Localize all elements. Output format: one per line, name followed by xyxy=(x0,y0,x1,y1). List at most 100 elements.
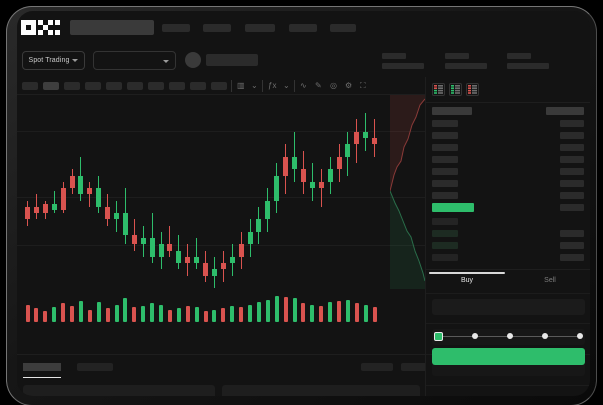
candle-body xyxy=(318,181,324,188)
magnet-icon[interactable]: ◎ xyxy=(330,81,337,90)
order-percent-slider[interactable] xyxy=(434,332,584,342)
order-price-field[interactable] xyxy=(432,299,585,315)
settings-gear-icon[interactable]: ⚙ xyxy=(345,81,353,90)
timeframe-button-10[interactable] xyxy=(211,82,227,90)
volume-bar xyxy=(105,308,110,322)
nav-item-5[interactable] xyxy=(330,24,356,32)
table-row[interactable] xyxy=(560,192,584,199)
chart-type-icon[interactable]: ▥ xyxy=(237,81,245,90)
tab-sell[interactable]: Sell xyxy=(544,277,556,284)
table-row[interactable] xyxy=(560,168,584,175)
table-row[interactable] xyxy=(432,192,458,199)
table-row[interactable] xyxy=(432,254,458,261)
timeframe-button-6[interactable] xyxy=(127,82,143,90)
timeframe-button-7[interactable] xyxy=(148,82,164,90)
tab-order-history[interactable] xyxy=(77,363,113,371)
volume-bar xyxy=(52,307,57,322)
nav-item-4[interactable] xyxy=(289,24,317,32)
tab-open-orders[interactable] xyxy=(23,363,61,371)
fullscreen-icon[interactable]: ⛶ xyxy=(360,81,366,90)
timeframe-button-9[interactable] xyxy=(190,82,206,90)
table-row[interactable] xyxy=(560,120,584,127)
pencil-draw-icon[interactable]: ✎ xyxy=(315,81,322,90)
trading-mode-button[interactable]: Spot Trading xyxy=(22,51,85,70)
candle-wick xyxy=(169,225,171,257)
bottom-action-1[interactable] xyxy=(361,363,393,371)
chart-gridline xyxy=(17,245,425,246)
volume-bar xyxy=(25,304,30,322)
candle-body xyxy=(96,188,102,207)
bottom-action-2[interactable] xyxy=(401,363,433,371)
table-row[interactable] xyxy=(432,230,458,237)
bottom-row-left[interactable] xyxy=(23,385,215,396)
slider-stop-25[interactable] xyxy=(472,333,478,339)
nav-item-1[interactable] xyxy=(162,24,190,32)
timeframe-button-2[interactable] xyxy=(43,82,59,90)
table-row[interactable] xyxy=(560,254,584,261)
volume-bar xyxy=(159,304,163,322)
slider-stop-75[interactable] xyxy=(542,333,548,339)
stat-24h-high xyxy=(445,53,487,69)
volume-bar xyxy=(141,305,146,322)
orderbook-mode-both-icon[interactable] xyxy=(432,83,445,96)
timeframe-button-4[interactable] xyxy=(85,82,101,90)
candle-wick xyxy=(320,169,322,207)
indicators-icon[interactable]: ƒx xyxy=(268,81,277,90)
orderbook-mode-asks-icon[interactable] xyxy=(466,83,479,96)
toolbar-divider-3 xyxy=(294,80,295,92)
table-row[interactable] xyxy=(432,120,458,127)
candle-body xyxy=(345,144,351,157)
line-tool-icon[interactable]: ∿ xyxy=(300,81,307,90)
pair-select[interactable] xyxy=(93,51,176,70)
nav-item-3[interactable] xyxy=(245,24,275,32)
nav-item-2[interactable] xyxy=(203,24,231,32)
table-row[interactable] xyxy=(432,218,458,225)
candle-body xyxy=(149,238,155,257)
slider-stop-100[interactable] xyxy=(577,333,583,339)
candle-body xyxy=(185,256,191,263)
table-row[interactable] xyxy=(560,180,584,187)
table-row[interactable] xyxy=(432,144,458,151)
orderbook-best-price xyxy=(432,203,474,212)
submit-order-button[interactable] xyxy=(432,348,585,365)
okx-logo-icon[interactable] xyxy=(21,20,61,35)
timeframe-button-8[interactable] xyxy=(169,82,185,90)
table-row[interactable] xyxy=(560,156,584,163)
candle-body xyxy=(78,175,84,195)
volume-bar xyxy=(150,303,155,322)
table-row[interactable] xyxy=(432,132,458,139)
candle-body xyxy=(274,175,280,201)
timeframe-button-3[interactable] xyxy=(64,82,80,90)
timeframe-button-5[interactable] xyxy=(106,82,122,90)
candle-body xyxy=(105,206,111,220)
table-row[interactable] xyxy=(560,242,584,249)
candle-body xyxy=(158,244,164,257)
tab-buy[interactable]: Buy xyxy=(460,277,474,284)
volume-bar xyxy=(248,304,252,322)
chart-type-chevron-icon[interactable]: ⌄ xyxy=(251,81,258,90)
slider-handle[interactable] xyxy=(434,332,443,341)
candle-body xyxy=(114,213,119,220)
candle-body xyxy=(283,156,289,176)
volume-bar xyxy=(167,309,172,322)
slider-stop-50[interactable] xyxy=(507,333,513,339)
table-row[interactable] xyxy=(432,156,458,163)
price-chart[interactable] xyxy=(17,95,426,354)
volume-bar xyxy=(212,309,217,322)
table-row[interactable] xyxy=(560,132,584,139)
volume-bar xyxy=(283,297,288,322)
volume-bar xyxy=(372,307,377,322)
candle-body xyxy=(69,175,75,188)
orderbook-mode-bids-icon[interactable] xyxy=(449,83,462,96)
table-row[interactable] xyxy=(432,168,458,175)
volume-bar xyxy=(274,295,279,322)
table-row[interactable] xyxy=(560,230,584,237)
table-row[interactable] xyxy=(432,242,458,249)
timeframe-button-1[interactable] xyxy=(22,82,38,90)
indicators-chevron-icon[interactable]: ⌄ xyxy=(283,81,290,90)
table-row[interactable] xyxy=(432,180,458,187)
table-row[interactable] xyxy=(560,144,584,151)
search-input[interactable] xyxy=(70,20,154,35)
bottom-row-right[interactable] xyxy=(222,385,420,396)
